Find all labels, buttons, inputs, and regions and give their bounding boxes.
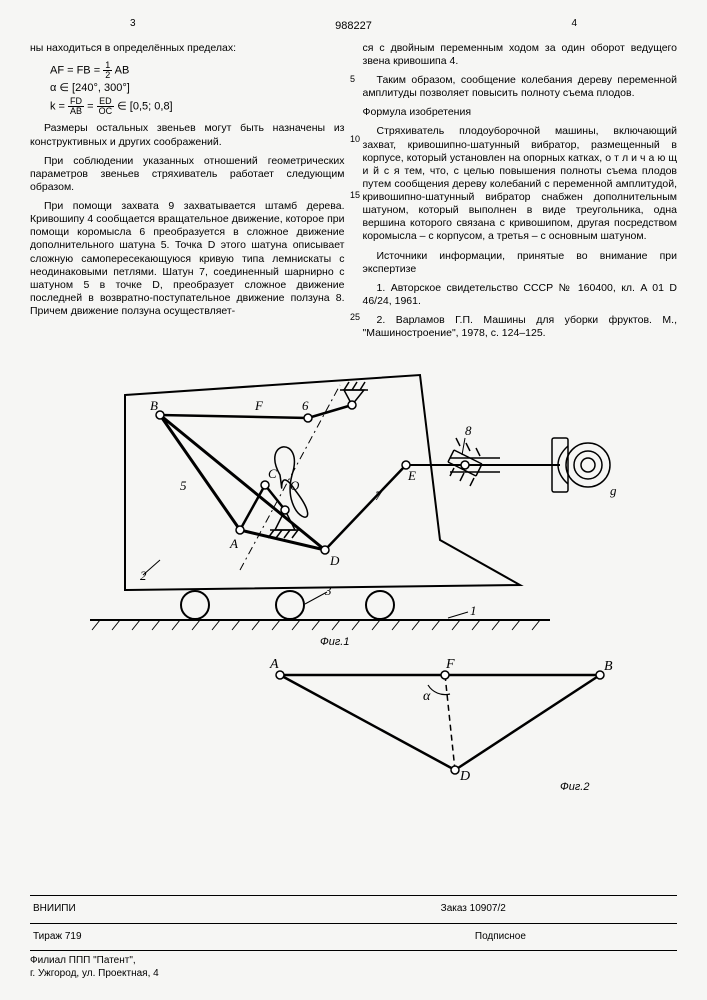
para: Таким образом, сообщение колебания дерев…: [363, 74, 678, 100]
footer-tirazh: Тираж 719: [32, 930, 338, 945]
fig2-label-A: A: [269, 657, 279, 672]
line-marker-10: 10: [350, 134, 360, 145]
patent-number: 988227: [30, 20, 677, 34]
footer-addr: г. Ужгород, ул. Проектная, 4: [30, 968, 677, 981]
eq3: k = FDAB = EDOC ∈ [0,5; 0,8]: [50, 97, 345, 116]
col-num-left: 3: [130, 18, 136, 31]
fig1-label-B: B: [150, 398, 158, 413]
fig1-caption: Фиг.1: [320, 636, 349, 648]
eq2: α ∈ [240°, 300°]: [50, 80, 345, 98]
fig1-svg: B 6 A O C D E 7 8 5 F 2 3 1 g Фиг.1: [30, 360, 670, 650]
eq1: AF = FB = 12 AB: [50, 61, 345, 80]
fig2-svg: A F B D α Фиг.2: [250, 650, 630, 795]
left-column: ны находиться в определённых пределах: A…: [30, 42, 345, 347]
para: ны находиться в определённых пределах:: [30, 42, 345, 55]
fig1-label-A: A: [229, 536, 238, 551]
right-column: ся с двойным переменным ходом за один об…: [363, 42, 678, 347]
formula-title: Формула изобретения: [363, 106, 678, 119]
fig2-label-D: D: [459, 769, 470, 784]
line-marker-5: 5: [350, 74, 355, 85]
fig1-label-O: O: [290, 478, 300, 493]
equations-block: AF = FB = 12 AB α ∈ [240°, 300°] k = FDA…: [50, 61, 345, 117]
footer-order: Заказ 10907/2: [285, 902, 662, 917]
fig1-label-2: 2: [140, 568, 147, 583]
fig2-label-F: F: [445, 657, 455, 672]
fig1-label-C: C: [268, 466, 277, 481]
footer: ВНИИПИ Заказ 10907/2 Тираж 719 Подписное…: [30, 891, 677, 980]
source-1: 1. Авторское свидетельство СССР № 160400…: [363, 282, 678, 308]
fig1-label-8: 8: [465, 423, 472, 438]
footer-filial: Филиал ППП "Патент",: [30, 955, 677, 968]
source-2: 2. Варламов Г.П. Машины для уборки фрукт…: [363, 314, 678, 340]
fig1-label-g: g: [610, 483, 617, 498]
line-marker-15: 15: [350, 190, 360, 201]
fig2-label-B: B: [604, 659, 613, 674]
fig1-label-E: E: [407, 468, 416, 483]
fig1-label-3: 3: [324, 583, 332, 598]
line-marker-25: 25: [350, 312, 360, 323]
fig2-caption: Фиг.2: [560, 781, 589, 793]
fig2-label-alpha: α: [423, 689, 431, 704]
footer-sub: Подписное: [340, 930, 661, 945]
footer-org: ВНИИПИ: [32, 902, 283, 917]
fig1-label-6: F: [254, 398, 264, 413]
sources-title: Источники информации, принятые во вниман…: [363, 250, 678, 276]
para-claim: Стряхиватель плодоуборочной машины, вклю…: [363, 125, 678, 243]
fig1-label-7: 7: [375, 488, 382, 503]
figure-1: B 6 A O C D E 7 8 5 F 2 3 1 g Фиг.1: [30, 360, 677, 650]
para: ся с двойным переменным ходом за один об…: [363, 42, 678, 68]
para: При помощи захвата 9 захватывается штамб…: [30, 200, 345, 318]
fig1-label-5: 5: [180, 478, 187, 493]
para: Размеры остальных звеньев могут быть наз…: [30, 122, 345, 148]
col-num-right: 4: [571, 18, 577, 31]
para: При соблюдении указанных отношений геоме…: [30, 155, 345, 194]
fig1-label-F: 6: [302, 398, 309, 413]
fig1-label-D: D: [329, 553, 340, 568]
figure-2: A F B D α Фиг.2: [250, 650, 677, 795]
fig1-label-1: 1: [470, 603, 477, 618]
